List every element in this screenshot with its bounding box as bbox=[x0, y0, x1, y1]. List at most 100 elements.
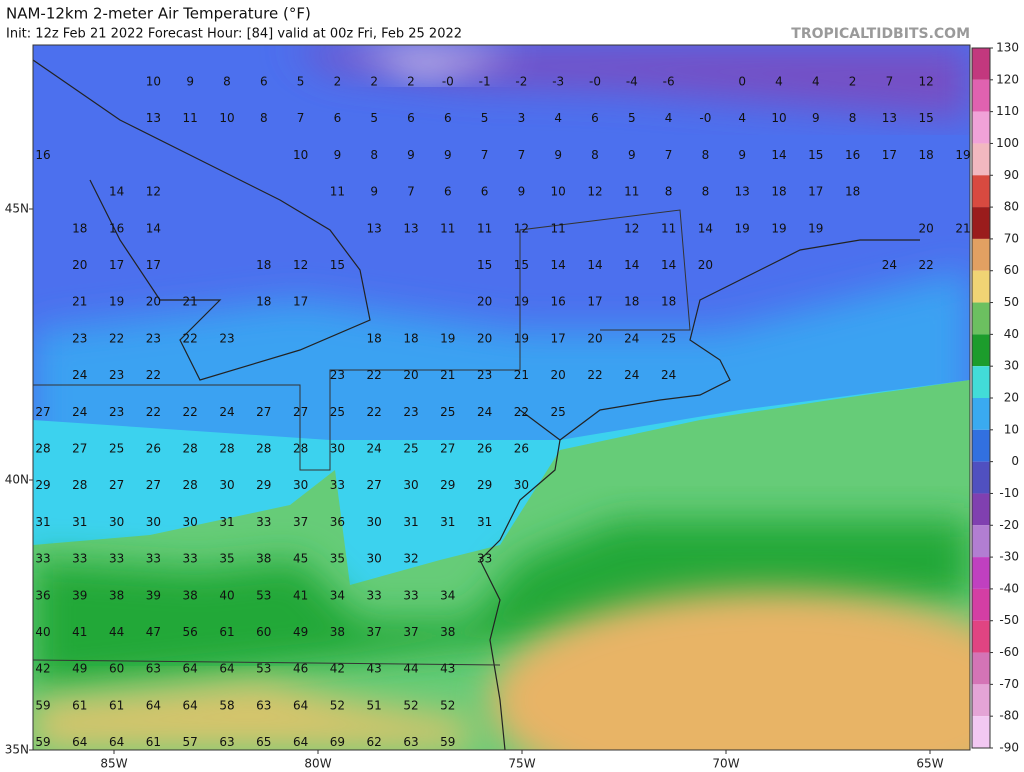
grid-value: 20 bbox=[919, 221, 934, 235]
grid-value: 61 bbox=[109, 698, 124, 712]
grid-value: 14 bbox=[624, 258, 639, 272]
grid-value: 63 bbox=[403, 735, 418, 749]
grid-value: 29 bbox=[477, 478, 492, 492]
grid-value: 6 bbox=[591, 111, 599, 125]
grid-value: 5 bbox=[628, 111, 636, 125]
grid-value: 18 bbox=[72, 221, 87, 235]
grid-value: 9 bbox=[370, 185, 378, 199]
grid-value: 25 bbox=[109, 442, 124, 456]
grid-value: 33 bbox=[403, 588, 418, 602]
grid-value: 16 bbox=[109, 221, 124, 235]
grid-value: 37 bbox=[293, 515, 308, 529]
grid-value: 30 bbox=[403, 478, 418, 492]
grid-value: 24 bbox=[367, 442, 382, 456]
grid-value: 31 bbox=[219, 515, 234, 529]
grid-value: 23 bbox=[219, 331, 234, 345]
grid-value: 41 bbox=[72, 625, 87, 639]
grid-value: 20 bbox=[403, 368, 418, 382]
colorbar-label: 60 bbox=[1004, 263, 1019, 277]
colorbar-segment bbox=[972, 79, 990, 112]
grid-value: 30 bbox=[219, 478, 234, 492]
grid-value: 17 bbox=[882, 148, 897, 162]
grid-value: 22 bbox=[367, 405, 382, 419]
grid-value: 24 bbox=[624, 368, 639, 382]
grid-value: 6 bbox=[481, 185, 489, 199]
grid-value: 34 bbox=[440, 588, 455, 602]
grid-value: 7 bbox=[407, 185, 415, 199]
colorbar-segment bbox=[972, 652, 990, 685]
grid-value: 10 bbox=[551, 185, 566, 199]
grid-value: 23 bbox=[72, 331, 87, 345]
grid-value: 8 bbox=[849, 111, 857, 125]
grid-value: 58 bbox=[219, 698, 234, 712]
grid-value: 43 bbox=[440, 662, 455, 676]
grid-value: 40 bbox=[219, 588, 234, 602]
grid-value: 23 bbox=[477, 368, 492, 382]
grid-value: 42 bbox=[35, 662, 50, 676]
grid-value: 19 bbox=[514, 295, 529, 309]
colorbar-segment bbox=[972, 588, 990, 621]
grid-value: 2 bbox=[849, 75, 857, 89]
grid-value: 31 bbox=[35, 515, 50, 529]
grid-value: 64 bbox=[219, 662, 234, 676]
grid-value: 8 bbox=[665, 185, 673, 199]
lon-label: 85W bbox=[100, 757, 127, 771]
grid-value: 69 bbox=[330, 735, 345, 749]
grid-value: 11 bbox=[551, 221, 566, 235]
colorbar-segment bbox=[972, 398, 990, 430]
grid-value: -3 bbox=[552, 75, 564, 89]
colorbar-segment bbox=[972, 207, 990, 239]
grid-value: 63 bbox=[219, 735, 234, 749]
colorbar-label: -80 bbox=[999, 709, 1019, 723]
grid-value: 11 bbox=[440, 221, 455, 235]
grid-value: 13 bbox=[882, 111, 897, 125]
grid-value: 41 bbox=[293, 588, 308, 602]
grid-value: 14 bbox=[109, 185, 124, 199]
grid-value: 33 bbox=[146, 552, 161, 566]
grid-value: 29 bbox=[440, 478, 455, 492]
grid-value: 30 bbox=[514, 478, 529, 492]
grid-value: 64 bbox=[293, 698, 308, 712]
grid-value: 15 bbox=[919, 111, 934, 125]
grid-value: 24 bbox=[72, 368, 87, 382]
grid-value: 38 bbox=[440, 625, 455, 639]
grid-value: 59 bbox=[35, 698, 50, 712]
grid-value: 36 bbox=[330, 515, 345, 529]
colorbar-label: 30 bbox=[1004, 359, 1019, 373]
grid-value: 9 bbox=[444, 148, 452, 162]
grid-value: 37 bbox=[367, 625, 382, 639]
grid-value: 17 bbox=[109, 258, 124, 272]
grid-value: 24 bbox=[219, 405, 234, 419]
colorbar-segment bbox=[972, 493, 990, 526]
grid-value: 61 bbox=[146, 735, 161, 749]
grid-value: 31 bbox=[403, 515, 418, 529]
grid-value: 9 bbox=[334, 148, 342, 162]
grid-value: 16 bbox=[845, 148, 860, 162]
grid-value: 44 bbox=[109, 625, 124, 639]
lon-label: 80W bbox=[304, 757, 331, 771]
grid-value: 64 bbox=[183, 662, 198, 676]
colorbar-label: 80 bbox=[1004, 200, 1019, 214]
colorbar-label: -30 bbox=[999, 550, 1019, 564]
grid-value: 9 bbox=[407, 148, 415, 162]
grid-value: 4 bbox=[738, 111, 746, 125]
grid-value: 24 bbox=[882, 258, 897, 272]
grid-value: 33 bbox=[367, 588, 382, 602]
title: NAM-12km 2-meter Air Temperature (°F) bbox=[6, 5, 311, 23]
grid-value: 47 bbox=[146, 625, 161, 639]
grid-value: 20 bbox=[477, 295, 492, 309]
grid-value: 40 bbox=[35, 625, 50, 639]
grid-value: 22 bbox=[183, 331, 198, 345]
grid-value: 5 bbox=[481, 111, 489, 125]
grid-value: 17 bbox=[146, 258, 161, 272]
grid-value: 14 bbox=[771, 148, 786, 162]
axes: 45N 40N 35N 85W 80W 75W 70W 65W bbox=[5, 202, 944, 771]
grid-value: 9 bbox=[186, 75, 194, 89]
colorbar-label: 40 bbox=[1004, 327, 1019, 341]
lon-label: 70W bbox=[712, 757, 739, 771]
grid-value: 28 bbox=[256, 442, 271, 456]
grid-value: 14 bbox=[146, 221, 161, 235]
grid-value: 9 bbox=[554, 148, 562, 162]
grid-value: 14 bbox=[661, 258, 676, 272]
